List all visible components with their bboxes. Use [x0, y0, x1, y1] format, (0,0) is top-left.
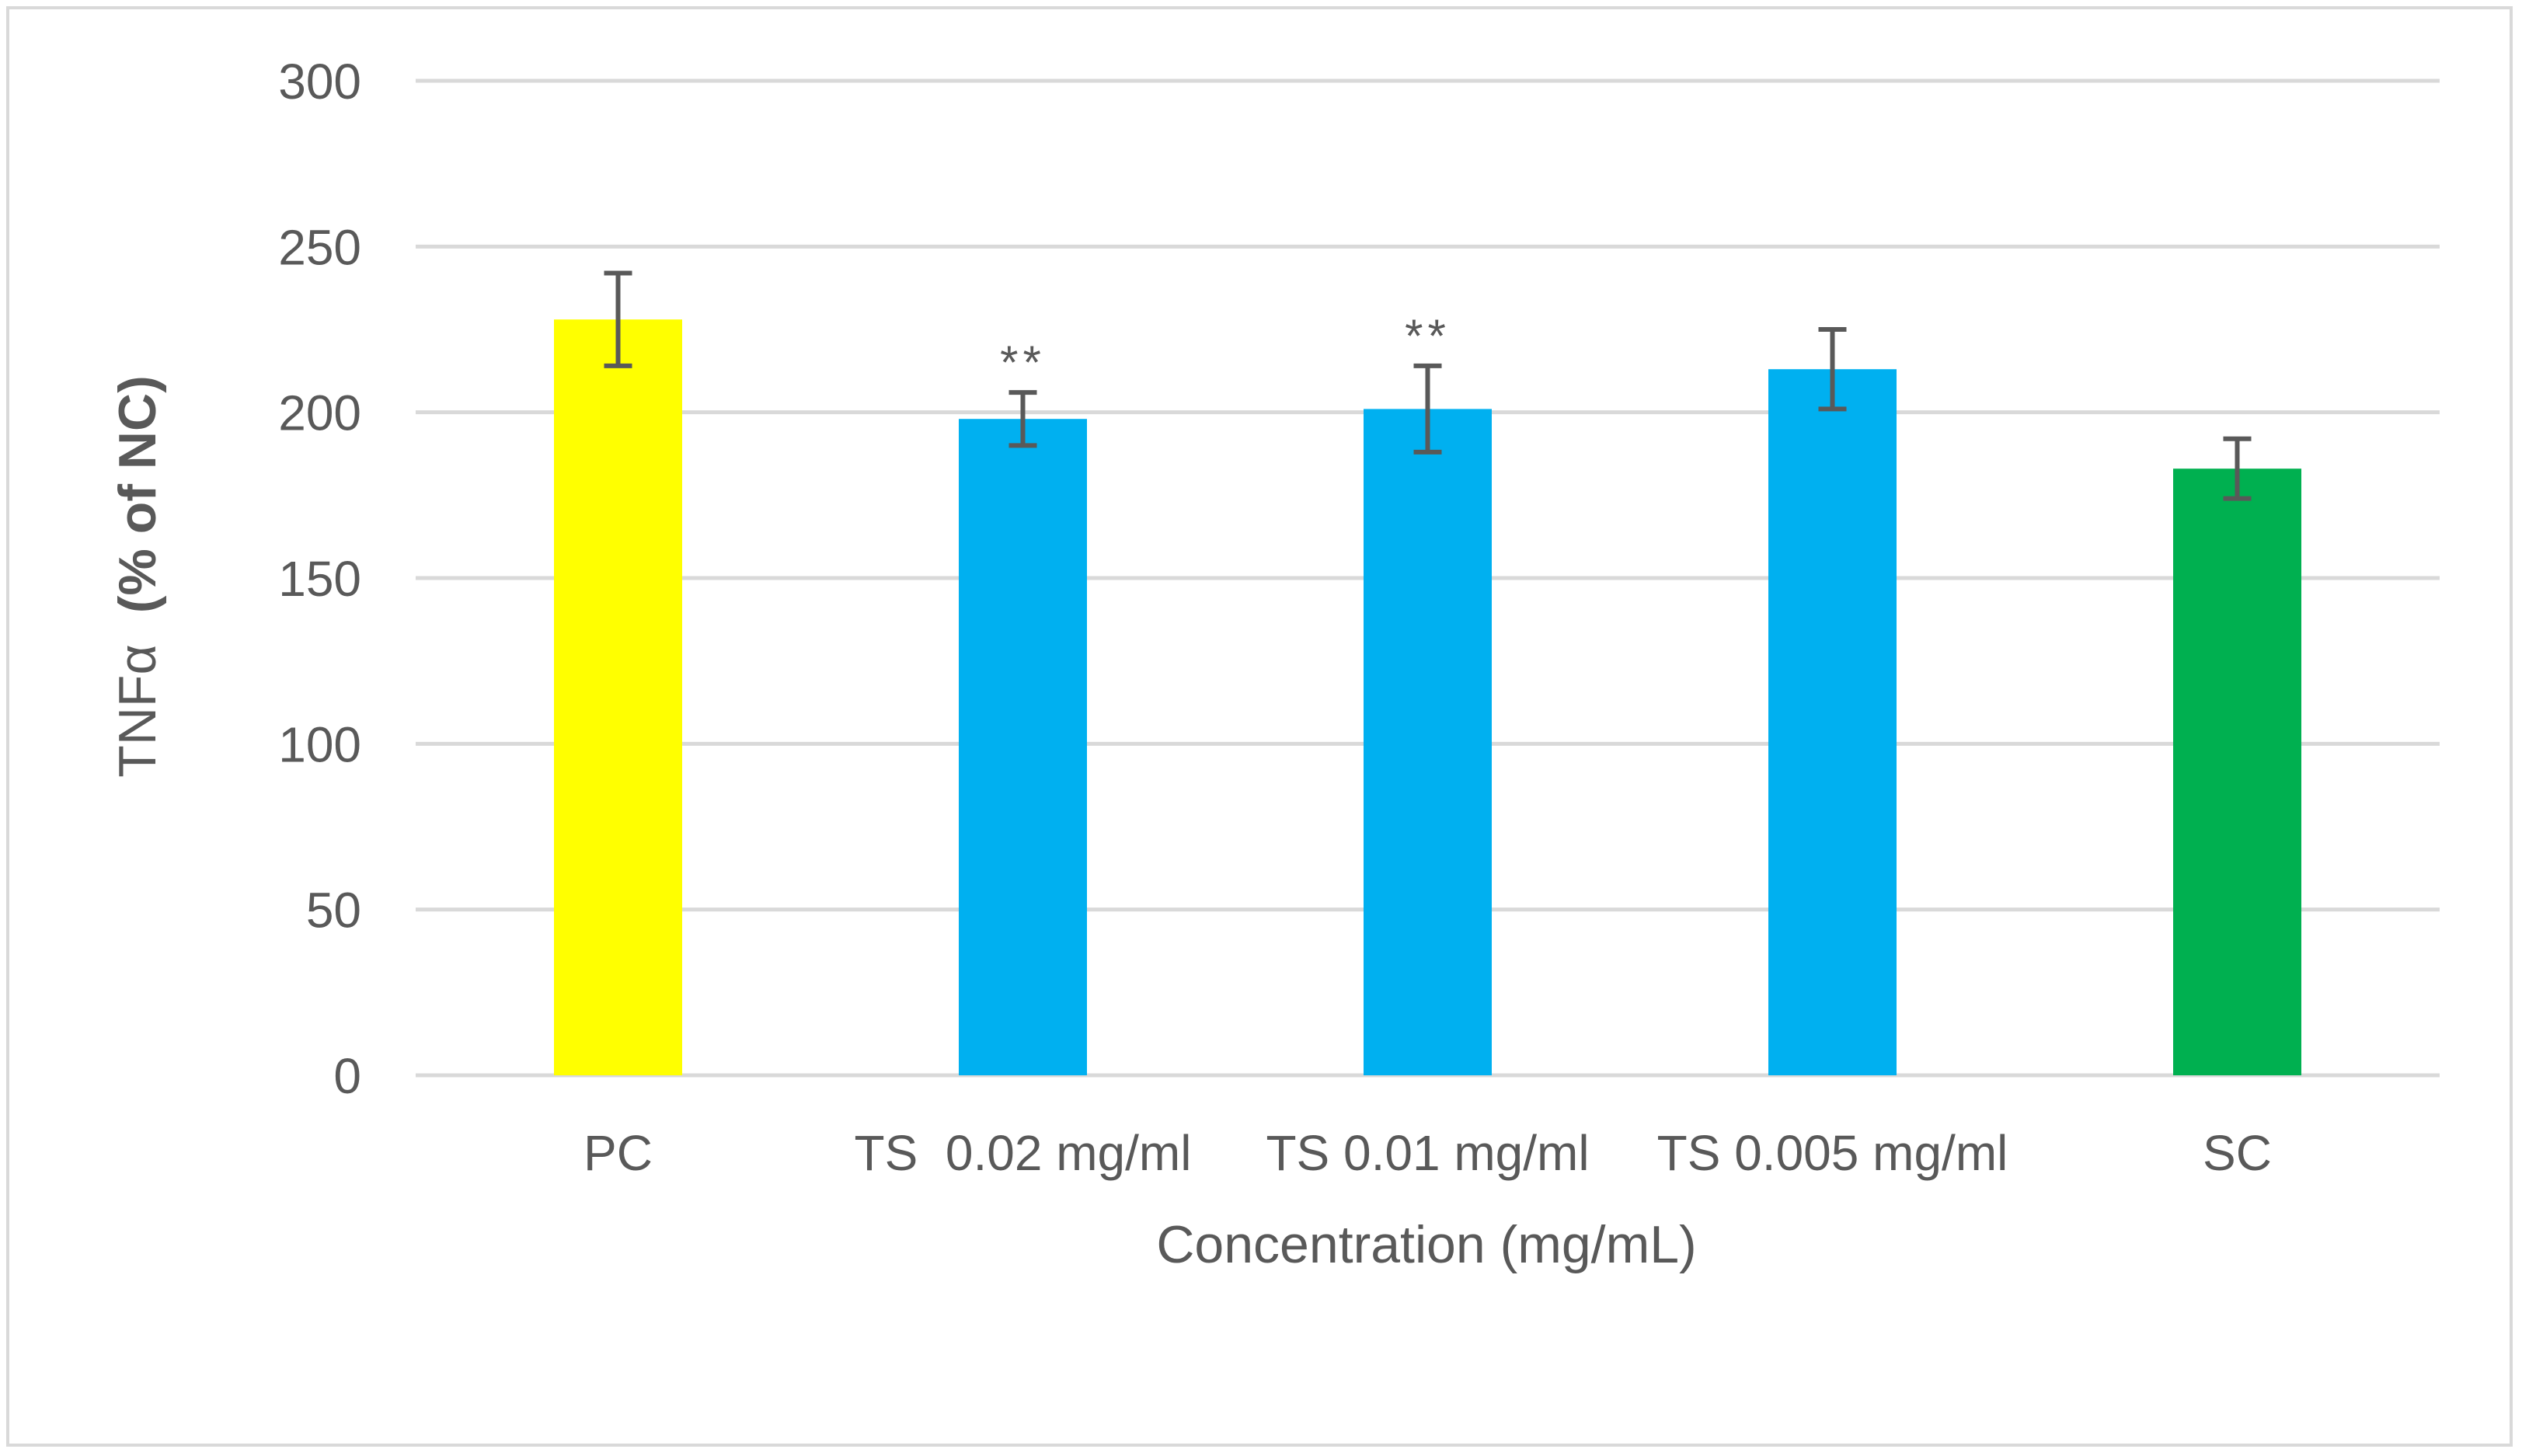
x-tick-label-4: TS 0.005 mg/ml — [1657, 1125, 2008, 1181]
y-tick-label-250: 250 — [278, 219, 361, 275]
x-tick-label-5: SC — [2203, 1125, 2272, 1181]
error-bar-1 — [604, 270, 632, 368]
y-tick-label-100: 100 — [278, 716, 361, 772]
error-bar-4 — [1818, 327, 1847, 412]
bar-1 — [554, 319, 682, 1075]
labels: 0 50 100 150 200 250 300 PC TS 0.02 mg/ml ** TS 0.… — [278, 54, 2272, 1181]
bars — [554, 319, 2301, 1075]
x-tick-label-1: PC — [583, 1125, 653, 1181]
x-tick-label-3: TS 0.01 mg/ml — [1266, 1125, 1589, 1181]
error-bars — [604, 270, 2252, 501]
error-bar-3 — [1413, 363, 1442, 455]
bar-4 — [1768, 369, 1897, 1075]
y-axis-title-unit: (% of NC) — [108, 375, 167, 613]
x-axis-title: Concentration (mg/mL) — [1156, 1215, 1696, 1274]
y-axis-title: TNFα (% of NC) — [108, 375, 167, 777]
bar-2 — [959, 419, 1087, 1075]
error-bar-5 — [2223, 436, 2252, 501]
y-tick-label-300: 300 — [278, 54, 361, 110]
significance-marker-2: ** — [1000, 336, 1046, 388]
bar-3 — [1364, 409, 1492, 1075]
y-tick-label-200: 200 — [278, 385, 361, 441]
y-tick-label-0: 0 — [333, 1048, 361, 1104]
y-tick-label-50: 50 — [306, 883, 361, 939]
x-tick-label-2: TS 0.02 mg/ml — [855, 1125, 1192, 1181]
bar-5 — [2173, 468, 2301, 1075]
y-axis-title-main: TNFα — [108, 644, 167, 778]
significance-marker-3: ** — [1405, 310, 1451, 362]
y-tick-label-150: 150 — [278, 551, 361, 607]
error-bar-2 — [1008, 390, 1037, 448]
